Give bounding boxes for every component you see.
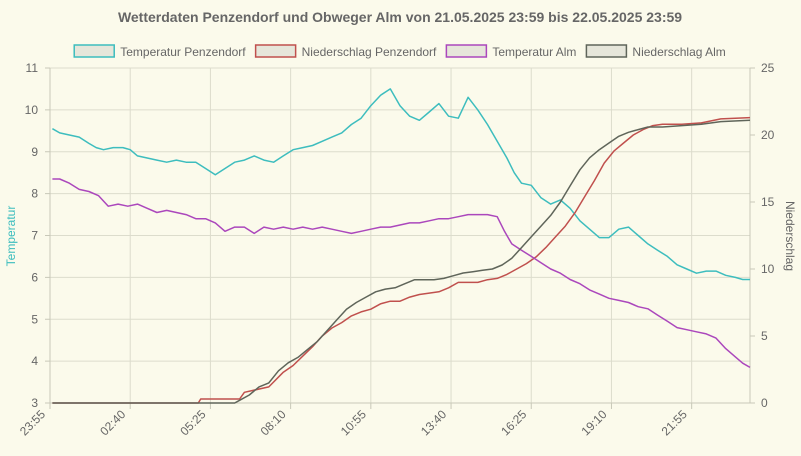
legend-label: Niederschlag Penzendorf xyxy=(302,45,437,59)
grid xyxy=(49,67,750,404)
y-tick-label-left: 10 xyxy=(25,103,39,117)
legend-label: Temperatur Alm xyxy=(492,45,576,59)
legend-item-temperatur-penzendorf[interactable]: Temperatur Penzendorf xyxy=(73,44,246,59)
legend-item-niederschlag-alm[interactable]: Niederschlag Alm xyxy=(585,44,726,59)
y-tick-label-right: 15 xyxy=(761,195,775,209)
y-tick-label-left: 5 xyxy=(31,312,38,326)
y-tick-label-right: 25 xyxy=(761,61,775,75)
x-tick-label: 21:55 xyxy=(659,407,690,438)
y-tick-label-left: 7 xyxy=(31,229,38,243)
legend-label: Temperatur Penzendorf xyxy=(120,45,246,59)
legend-item-niederschlag-penzendorf[interactable]: Niederschlag Penzendorf xyxy=(254,44,437,59)
y-tick-label-right: 20 xyxy=(761,128,775,142)
legend-swatch xyxy=(73,44,115,58)
y-tick-label-left: 8 xyxy=(31,187,38,201)
y-tick-label-left: 6 xyxy=(31,270,38,284)
legend-swatch xyxy=(585,44,628,58)
series-line-niederschlag-penzendorf xyxy=(52,116,751,404)
legend-swatch xyxy=(254,44,297,58)
chart-title: Wetterdaten Penzendorf und Obweger Alm v… xyxy=(118,9,682,25)
y-axis-label-left: Temperatur xyxy=(4,206,18,267)
series-line-temperatur-penzendorf xyxy=(52,88,750,281)
x-tick-label: 02:40 xyxy=(97,407,128,438)
x-tick-label: 23:55 xyxy=(17,407,48,438)
x-tick-label: 08:10 xyxy=(258,407,289,438)
y-tick-label-left: 9 xyxy=(31,145,38,159)
series-line-temperatur-alm xyxy=(52,178,751,369)
legend-item-temperatur-alm[interactable]: Temperatur Alm xyxy=(445,44,576,59)
legend-swatch xyxy=(445,44,488,58)
legend-label: Niederschlag Alm xyxy=(632,45,725,59)
series-layer xyxy=(52,88,751,404)
y-tick-label-left: 3 xyxy=(31,396,38,410)
x-tick-label: 16:25 xyxy=(498,407,529,438)
legend: Temperatur Penzendorf Niederschlag Penzen… xyxy=(73,44,726,59)
y-tick-label-right: 5 xyxy=(761,329,768,343)
y-tick-label-right: 0 xyxy=(761,396,768,410)
x-tick-label: 05:25 xyxy=(177,407,208,438)
y-axis-label-right: Niederschlag xyxy=(783,201,797,271)
x-tick-label: 13:40 xyxy=(418,407,449,438)
series-line-niederschlag-alm xyxy=(52,119,751,404)
x-tick-label: 19:10 xyxy=(578,407,609,438)
y-tick-label-left: 11 xyxy=(26,61,39,75)
y-tick-label-right: 10 xyxy=(761,262,775,276)
y-tick-label-left: 4 xyxy=(31,354,38,368)
x-tick-label: 10:55 xyxy=(338,407,369,438)
